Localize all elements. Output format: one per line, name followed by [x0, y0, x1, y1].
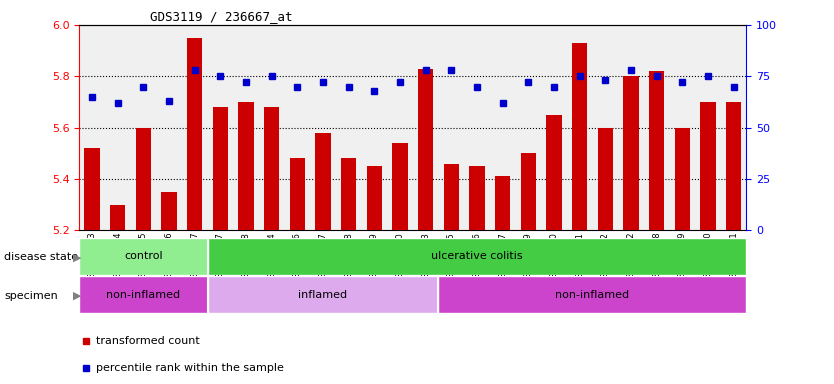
- Text: ulcerative colitis: ulcerative colitis: [431, 251, 523, 262]
- Bar: [208, 238, 746, 275]
- Bar: [187, 38, 203, 230]
- Text: control: control: [124, 251, 163, 262]
- Bar: [726, 102, 741, 230]
- Bar: [341, 159, 356, 230]
- Bar: [392, 143, 408, 230]
- Bar: [84, 148, 100, 230]
- Bar: [598, 127, 613, 230]
- Bar: [546, 115, 561, 230]
- Bar: [444, 164, 459, 230]
- Text: inflamed: inflamed: [299, 290, 348, 300]
- Bar: [439, 276, 746, 313]
- Bar: [79, 238, 208, 275]
- Text: non-inflamed: non-inflamed: [555, 290, 630, 300]
- Bar: [161, 192, 177, 230]
- Bar: [418, 69, 434, 230]
- Bar: [495, 177, 510, 230]
- Bar: [701, 102, 716, 230]
- Text: percentile rank within the sample: percentile rank within the sample: [96, 363, 284, 373]
- Bar: [367, 166, 382, 230]
- Bar: [289, 159, 305, 230]
- Bar: [315, 133, 331, 230]
- Bar: [572, 43, 587, 230]
- Bar: [649, 71, 665, 230]
- Text: disease state: disease state: [4, 252, 78, 262]
- Text: transformed count: transformed count: [96, 336, 199, 346]
- Bar: [675, 127, 690, 230]
- Bar: [136, 127, 151, 230]
- Bar: [264, 107, 279, 230]
- Text: non-inflamed: non-inflamed: [106, 290, 180, 300]
- Bar: [520, 153, 536, 230]
- Bar: [470, 166, 485, 230]
- Text: ▶: ▶: [73, 252, 82, 262]
- Bar: [623, 76, 639, 230]
- Bar: [110, 205, 125, 230]
- Bar: [208, 276, 439, 313]
- Bar: [79, 276, 208, 313]
- Bar: [239, 102, 254, 230]
- Text: GDS3119 / 236667_at: GDS3119 / 236667_at: [150, 10, 293, 23]
- Text: specimen: specimen: [4, 291, 58, 301]
- Bar: [213, 107, 228, 230]
- Text: ▶: ▶: [73, 291, 82, 301]
